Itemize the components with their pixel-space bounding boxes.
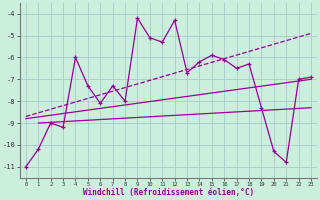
X-axis label: Windchill (Refroidissement éolien,°C): Windchill (Refroidissement éolien,°C) [83, 188, 254, 197]
